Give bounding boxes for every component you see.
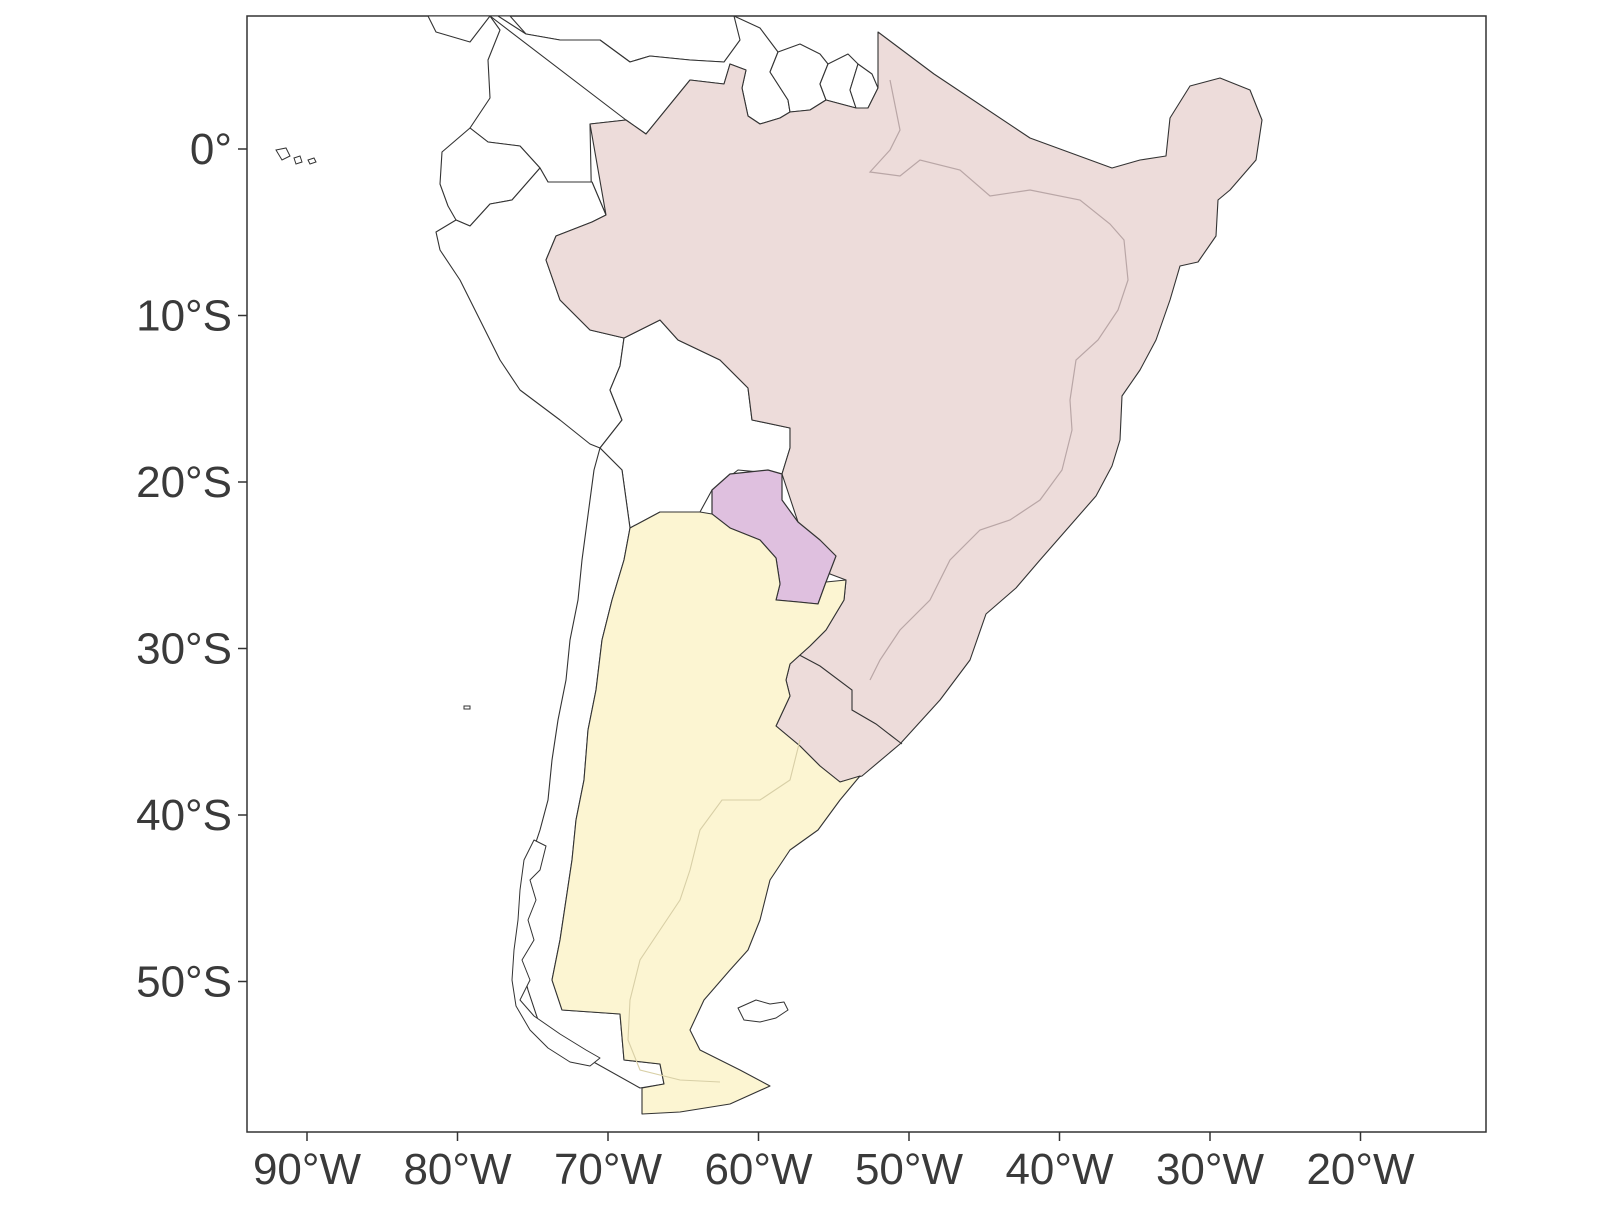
map-layer (275, 16, 1263, 1115)
falkland-islands (737, 999, 789, 1023)
x-tick-label: 50°W (855, 1145, 964, 1194)
y-tick-label: 50°S (136, 958, 232, 1007)
y-tick-label: 20°S (136, 458, 232, 507)
x-tick-label: 70°W (554, 1145, 663, 1194)
y-tick-label: 30°S (136, 625, 232, 674)
x-axis: 90°W 80°W 70°W 60°W 50°W 40°W 30°W 20°W (253, 1132, 1415, 1194)
chile-fjord-islands (511, 839, 601, 1067)
x-tick-label: 60°W (704, 1145, 813, 1194)
x-tick-label: 80°W (403, 1145, 512, 1194)
x-tick-label: 40°W (1005, 1145, 1114, 1194)
x-tick-label: 20°W (1306, 1145, 1415, 1194)
argentina-internal-lines (627, 739, 801, 1083)
x-tick-label: 30°W (1156, 1145, 1265, 1194)
x-tick-label: 90°W (253, 1145, 362, 1194)
brazil-coastline (868, 79, 1129, 681)
galapagos-islands (275, 147, 317, 165)
country-argentina (551, 511, 861, 1115)
y-tick-label: 10°S (136, 292, 232, 341)
border-uruguay (789, 649, 903, 745)
y-tick-label: 40°S (136, 791, 232, 840)
y-axis: 0° 10°S 20°S 30°S 40°S 50°S (136, 125, 247, 1007)
y-tick-label: 0° (190, 125, 232, 174)
juan-fernandez-island (463, 705, 471, 710)
